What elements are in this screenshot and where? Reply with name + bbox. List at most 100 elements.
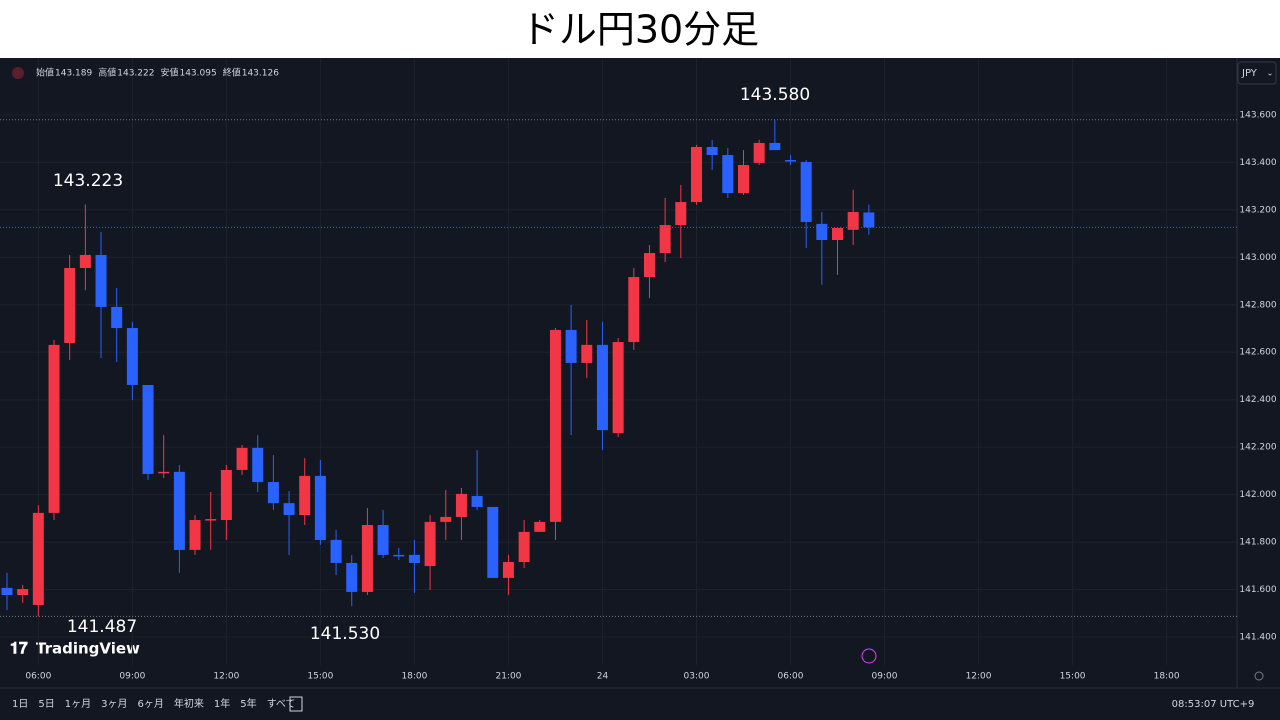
y-tick-label: 143.600 bbox=[1239, 110, 1276, 120]
page-title: ドル円30分足 bbox=[521, 8, 759, 52]
y-tick-label: 141.400 bbox=[1239, 632, 1276, 642]
y-tick-label: 142.600 bbox=[1239, 348, 1276, 358]
candle-body bbox=[111, 306, 123, 329]
y-tick-label: 141.600 bbox=[1239, 585, 1276, 595]
x-tick-label: 15:00 bbox=[1060, 672, 1086, 682]
logo: TradingView bbox=[36, 640, 140, 658]
ohlc-value: 143.222 bbox=[117, 69, 154, 79]
range-button[interactable]: 年初来 bbox=[174, 697, 204, 710]
x-tick-label: 12:00 bbox=[213, 672, 239, 682]
candle-body bbox=[659, 225, 671, 254]
candle-body bbox=[753, 142, 765, 163]
candle-body bbox=[628, 277, 640, 343]
candle-body bbox=[32, 512, 44, 605]
candle-body bbox=[722, 155, 734, 194]
candle-body bbox=[518, 531, 530, 563]
y-tick-label: 142.200 bbox=[1239, 443, 1276, 453]
x-tick-label: 09:00 bbox=[119, 672, 145, 682]
clock: 08:53:07 UTC+9 bbox=[1172, 699, 1255, 710]
x-tick-label: 21:00 bbox=[495, 672, 521, 682]
candle-body bbox=[1, 587, 13, 595]
title-band bbox=[0, 0, 1280, 58]
y-tick-label: 143.400 bbox=[1239, 158, 1276, 168]
candle-body bbox=[205, 519, 217, 521]
candle-body bbox=[581, 344, 593, 363]
candle-body bbox=[440, 516, 452, 522]
candle-body bbox=[565, 329, 577, 363]
currency-label[interactable]: JPY bbox=[1241, 68, 1258, 79]
candle-body bbox=[455, 493, 467, 517]
ohlc-label: 終値 bbox=[223, 67, 241, 79]
ohlc-value: 143.126 bbox=[242, 69, 279, 79]
candle-body bbox=[863, 212, 875, 228]
y-tick-label: 142.000 bbox=[1239, 490, 1276, 500]
candle-body bbox=[549, 329, 561, 522]
candle-body bbox=[643, 253, 655, 278]
range-button[interactable]: 6ヶ月 bbox=[138, 698, 164, 710]
candle-body bbox=[126, 328, 138, 385]
x-tick-label: 06:00 bbox=[778, 672, 804, 682]
candle-body bbox=[424, 521, 436, 567]
candle-body bbox=[220, 469, 232, 521]
ohlc-label: 始値 bbox=[36, 67, 54, 79]
candle-body bbox=[502, 562, 514, 578]
date-range-icon[interactable] bbox=[289, 696, 303, 712]
candle-body bbox=[596, 344, 608, 431]
ohlc-label: 高値 bbox=[98, 67, 116, 79]
candle-body bbox=[330, 539, 342, 563]
candle-body bbox=[800, 161, 812, 222]
candle-body bbox=[142, 384, 154, 474]
settings-icon[interactable] bbox=[1254, 671, 1264, 681]
candle-body bbox=[236, 447, 248, 470]
annotation: 141.487 bbox=[67, 617, 137, 637]
candle-body bbox=[408, 554, 420, 563]
range-button[interactable]: すべて bbox=[267, 698, 296, 710]
y-tick-label: 143.000 bbox=[1239, 253, 1276, 263]
range-button[interactable]: 5年 bbox=[240, 697, 256, 710]
candle-body bbox=[314, 475, 326, 540]
candle-body bbox=[785, 160, 796, 162]
currency-box[interactable] bbox=[1237, 61, 1277, 85]
candle-body bbox=[173, 471, 185, 550]
candle-body bbox=[79, 254, 91, 269]
event-icon[interactable] bbox=[861, 648, 877, 664]
range-button[interactable]: 1日 bbox=[12, 699, 28, 710]
x-tick-label: 15:00 bbox=[307, 672, 333, 682]
x-tick-label: 06:00 bbox=[25, 672, 51, 682]
candle-body bbox=[847, 212, 859, 230]
candle-body bbox=[346, 562, 358, 592]
ohlc-value: 143.095 bbox=[179, 69, 216, 79]
candle-body bbox=[361, 524, 373, 592]
candle-body bbox=[299, 475, 311, 516]
chart-background bbox=[0, 58, 1280, 720]
range-button[interactable]: 3ヶ月 bbox=[101, 698, 127, 710]
ohlc-label: 安値 bbox=[160, 67, 178, 79]
candle-body bbox=[267, 482, 279, 504]
candle-body bbox=[158, 471, 170, 474]
candle-body bbox=[832, 227, 844, 241]
x-tick-label: 18:00 bbox=[401, 672, 427, 682]
candle-body bbox=[471, 496, 483, 507]
y-tick-label: 143.200 bbox=[1239, 205, 1276, 215]
candle-body bbox=[283, 503, 295, 516]
y-tick-label: 142.400 bbox=[1239, 395, 1276, 405]
currency-arrow: ⌄ bbox=[1267, 69, 1274, 78]
candle-body bbox=[48, 344, 60, 513]
annotation: 141.530 bbox=[310, 624, 380, 644]
annotation: 143.223 bbox=[53, 171, 123, 191]
range-button[interactable]: 5日 bbox=[38, 699, 54, 710]
x-tick-label: 03:00 bbox=[684, 672, 710, 682]
symbol-icon bbox=[12, 67, 24, 79]
candle-body bbox=[393, 554, 405, 557]
x-tick-label: 18:00 bbox=[1154, 672, 1180, 682]
range-button[interactable]: 1年 bbox=[214, 697, 230, 710]
x-tick-label: 12:00 bbox=[966, 672, 992, 682]
candle-body bbox=[189, 520, 201, 550]
candle-body bbox=[64, 268, 76, 343]
candle-body bbox=[675, 202, 687, 226]
y-tick-label: 142.800 bbox=[1239, 300, 1276, 310]
range-button[interactable]: 1ヶ月 bbox=[65, 698, 91, 710]
candle-body bbox=[487, 506, 499, 578]
